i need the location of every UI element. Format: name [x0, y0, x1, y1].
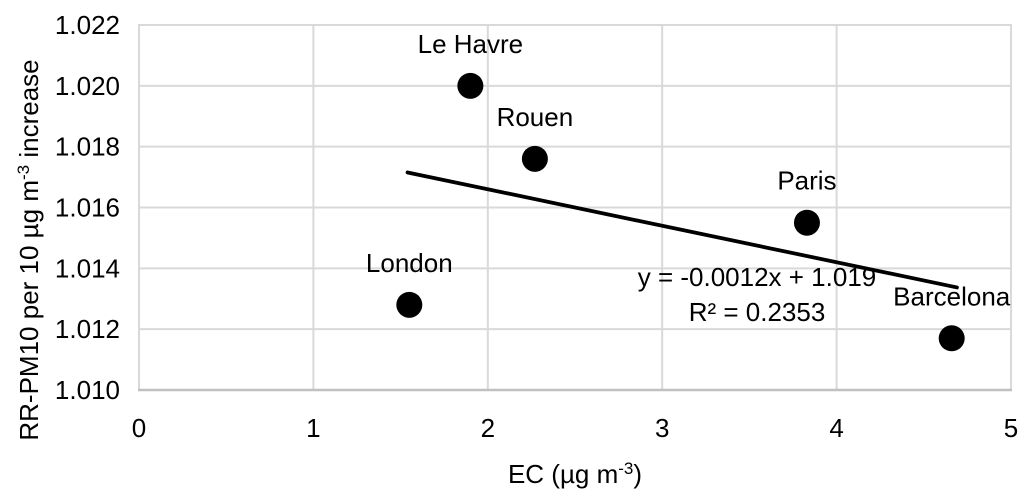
x-tick-label: 2: [481, 413, 495, 443]
trendline: [405, 170, 959, 290]
x-tick-label: 5: [1004, 413, 1018, 443]
y-tick-label: 1.018: [55, 132, 120, 162]
point-label-london: London: [366, 248, 453, 278]
point-label-paris: Paris: [777, 166, 836, 196]
data-point-le-havre: [457, 72, 484, 99]
trendline-r-squared: R² = 0.2353: [689, 297, 826, 327]
x-tick-label: 4: [829, 413, 843, 443]
x-axis-title: EC (µg m-3): [508, 459, 642, 489]
y-tick-label: 1.014: [55, 253, 120, 283]
y-tick-label: 1.020: [55, 71, 120, 101]
point-label-rouen: Rouen: [497, 102, 574, 132]
point-label-le-havre: Le Havre: [418, 29, 524, 59]
trendline-equation: y = -0.0012x + 1.019: [638, 262, 877, 292]
y-axis-title: RR-PM10 per 10 µg m-3 increase: [14, 59, 44, 440]
data-point-london: [396, 291, 423, 318]
y-tick-label: 1.012: [55, 314, 120, 344]
data-point-rouen: [521, 145, 548, 172]
x-tick-label: 1: [306, 413, 320, 443]
data-point-paris: [793, 209, 820, 236]
x-tick-label: 0: [132, 413, 146, 443]
x-tick-label: 3: [655, 413, 669, 443]
y-tick-label: 1.010: [55, 375, 120, 405]
data-point-barcelona: [938, 325, 965, 352]
y-tick-label: 1.016: [55, 193, 120, 223]
y-tick-label: 1.022: [55, 10, 120, 40]
